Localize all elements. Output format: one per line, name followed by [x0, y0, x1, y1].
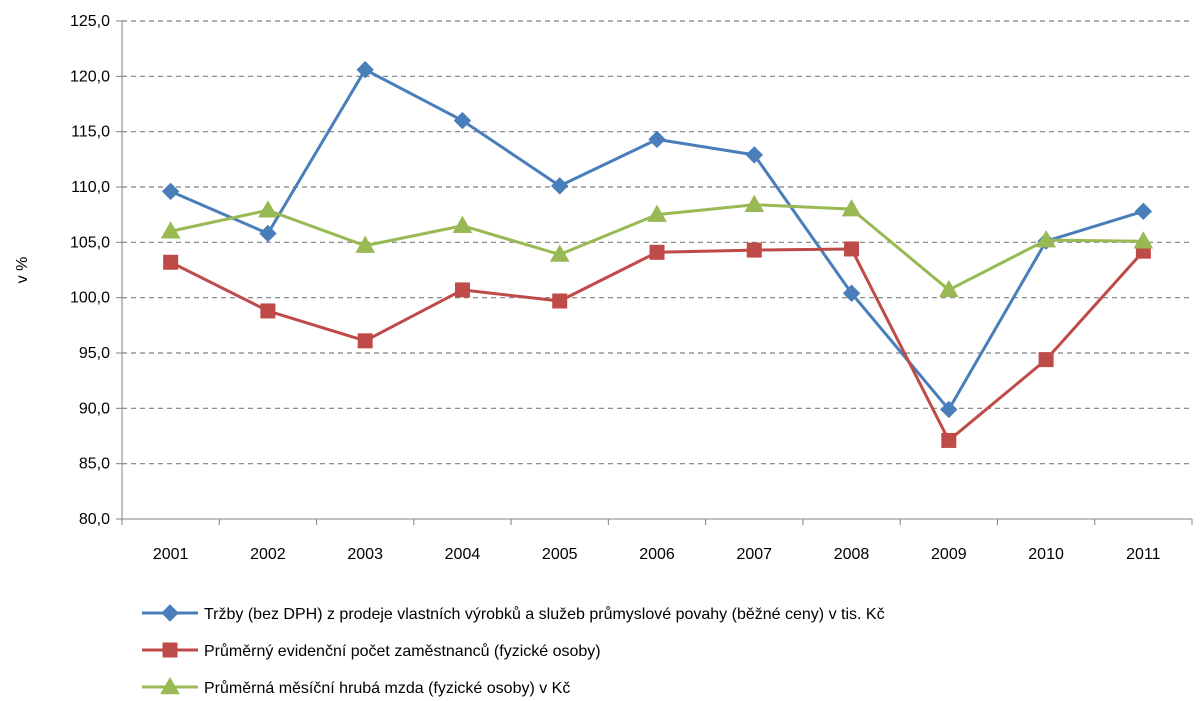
y-tick-label: 90,0 — [79, 400, 110, 417]
series-line — [170, 68, 1144, 411]
series-lines — [160, 60, 1154, 448]
data-point-triangle — [452, 215, 473, 233]
y-tick-label: 110,0 — [71, 179, 110, 196]
y-tick-label: 95,0 — [79, 345, 110, 362]
x-tick-label: 2009 — [931, 546, 967, 563]
data-point-triangle — [938, 279, 959, 298]
data-point-triangle — [258, 200, 278, 218]
data-point-diamond — [356, 60, 374, 79]
x-tick-label: 2004 — [445, 546, 481, 563]
x-tick-label: 2001 — [153, 546, 189, 563]
series-1 — [161, 60, 1153, 419]
axes: 80,0 85,0 90,0 95,0 100,0 105,0 110,0 115,0 120,… — [14, 13, 1193, 563]
data-point-diamond — [648, 130, 666, 149]
data-point-triangle — [1133, 231, 1154, 249]
data-point-triangle — [355, 235, 376, 253]
data-point-diamond — [940, 400, 958, 419]
y-tick-label: 85,0 — [79, 456, 110, 473]
data-point-square — [260, 303, 276, 319]
data-point-square — [357, 333, 373, 349]
series-line — [169, 247, 1145, 442]
data-point-diamond — [842, 284, 861, 302]
legend-label: Tržby (bez DPH) z prodeje vlastních výro… — [204, 605, 885, 623]
data-point-square — [844, 241, 860, 257]
x-tick-label: 2011 — [1126, 546, 1161, 563]
data-point-diamond — [1134, 202, 1153, 221]
data-point-diamond — [453, 111, 472, 130]
data-point-triangle — [160, 221, 181, 239]
x-tick-label: 2005 — [542, 546, 578, 563]
data-point-square — [1038, 352, 1054, 368]
data-point-square — [552, 293, 568, 309]
y-tick-label: 80,0 — [79, 511, 110, 528]
x-tick-label: 2007 — [736, 546, 772, 563]
data-point-triangle — [744, 194, 765, 212]
x-tick-label: 2006 — [639, 546, 675, 563]
data-point-triangle — [647, 204, 667, 222]
data-point-square — [163, 254, 179, 270]
data-point-triangle — [160, 676, 180, 695]
data-point-diamond — [259, 224, 277, 243]
legend: Tržby (bez DPH) z prodeje vlastních výro… — [142, 604, 885, 697]
x-tick-label: 2003 — [347, 546, 383, 563]
gridlines — [122, 20, 1192, 465]
data-point-diamond — [745, 146, 763, 164]
legend-item-1: Tržby (bez DPH) z prodeje vlastních výro… — [142, 604, 885, 623]
y-axis-label: v % — [14, 257, 31, 284]
data-point-triangle — [1036, 230, 1056, 248]
y-tick-label: 115,0 — [71, 124, 110, 141]
legend-label: Průměrný evidenční počet zaměstnanců (fy… — [204, 642, 601, 660]
data-point-square — [454, 282, 470, 298]
x-tick-label: 2002 — [250, 546, 286, 563]
data-point-square — [649, 244, 665, 260]
x-tick-label: 2008 — [834, 546, 870, 563]
data-point-square — [941, 432, 957, 448]
x-tick-label: 2010 — [1028, 546, 1064, 563]
data-point-diamond — [161, 604, 179, 622]
y-tick-label: 125,0 — [70, 13, 110, 30]
data-point-square — [746, 242, 762, 258]
series-3 — [160, 194, 1154, 298]
y-tick-label: 105,0 — [70, 234, 110, 251]
data-point-triangle — [549, 244, 570, 262]
data-point-square — [162, 642, 178, 658]
series-2 — [163, 241, 1151, 448]
legend-label: Průměrná měsíční hrubá mzda (fyzické oso… — [204, 679, 570, 697]
legend-item-2: Průměrný evidenční počet zaměstnanců (fy… — [142, 642, 601, 660]
data-point-diamond — [551, 177, 569, 195]
y-tick-label: 100,0 — [70, 290, 110, 307]
data-point-diamond — [161, 182, 180, 201]
data-point-triangle — [841, 199, 862, 217]
y-tick-label: 120,0 — [70, 68, 110, 85]
legend-item-3: Průměrná měsíční hrubá mzda (fyzické oso… — [142, 676, 570, 697]
